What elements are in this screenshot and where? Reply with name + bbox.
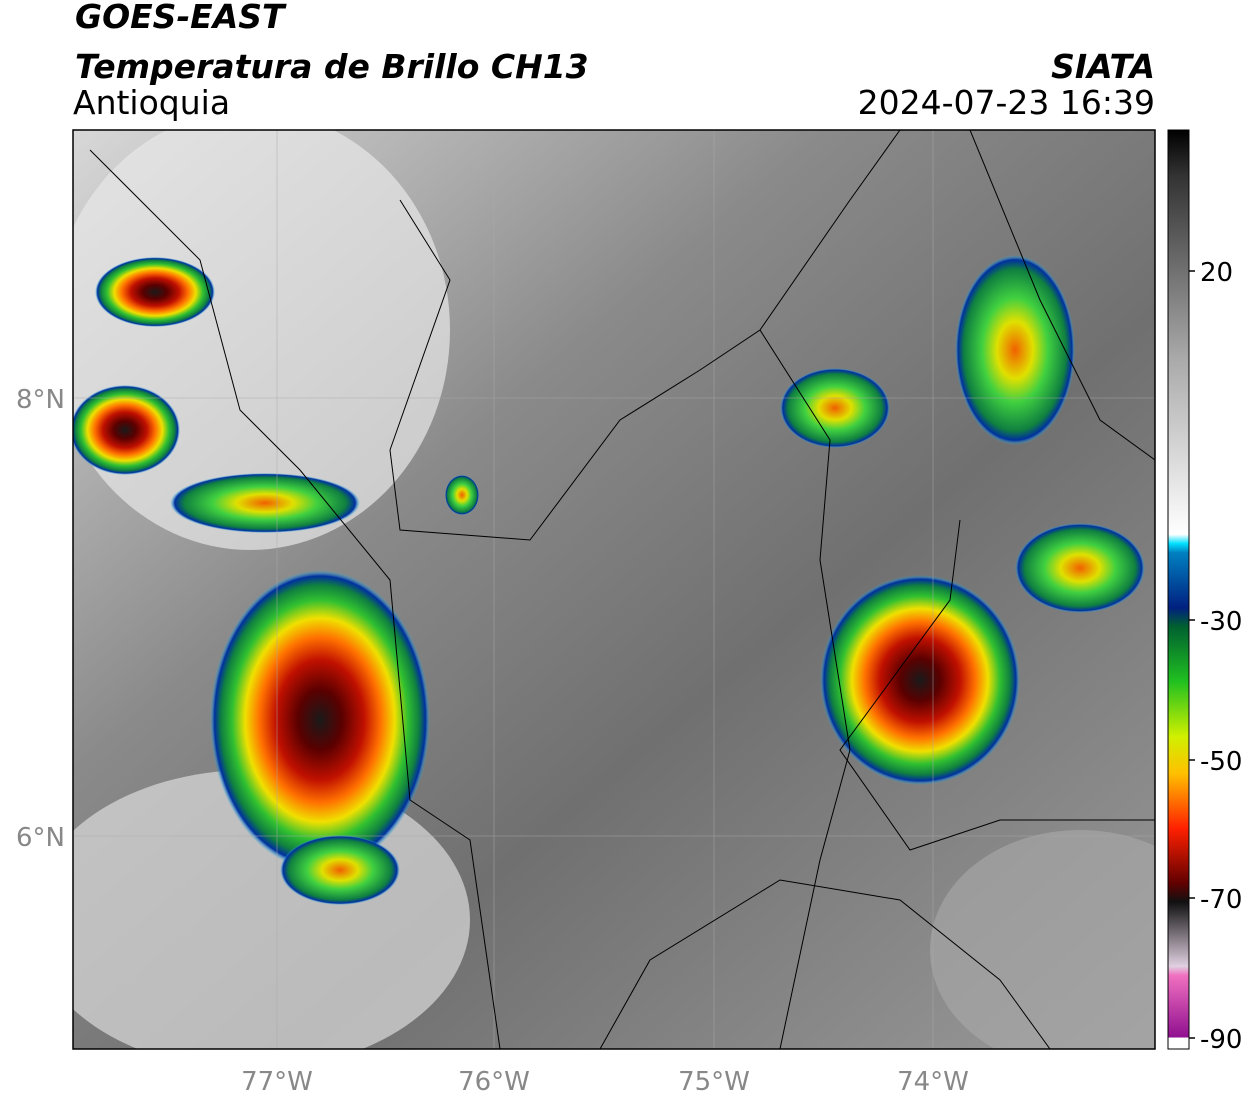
colorbar-label: -70: [1200, 885, 1242, 915]
datetime-label: 2024-07-23 16:39: [858, 83, 1155, 122]
region-title: Antioquia: [73, 83, 230, 122]
lon-label: 74°W: [897, 1067, 969, 1097]
colorbar-ticks: [1189, 270, 1195, 1039]
lat-label: 8°N: [16, 385, 65, 415]
satellite-title: GOES-EAST: [75, 0, 287, 36]
map-frame: [72, 129, 1156, 1050]
colorbar-label: -50: [1200, 747, 1242, 777]
colorbar-label: -30: [1200, 607, 1242, 637]
source-label: SIATA: [1051, 47, 1155, 86]
colorbar-label: -90: [1200, 1025, 1242, 1055]
colorbar-label: 20: [1200, 258, 1233, 288]
lat-label: 6°N: [16, 823, 65, 853]
lon-label: 75°W: [678, 1067, 750, 1097]
colorbar: [1167, 129, 1190, 1050]
product-title: Temperatura de Brillo CH13: [75, 47, 589, 86]
lon-label: 77°W: [241, 1067, 313, 1097]
satellite-image: [73, 130, 1155, 1049]
lon-label: 76°W: [458, 1067, 530, 1097]
